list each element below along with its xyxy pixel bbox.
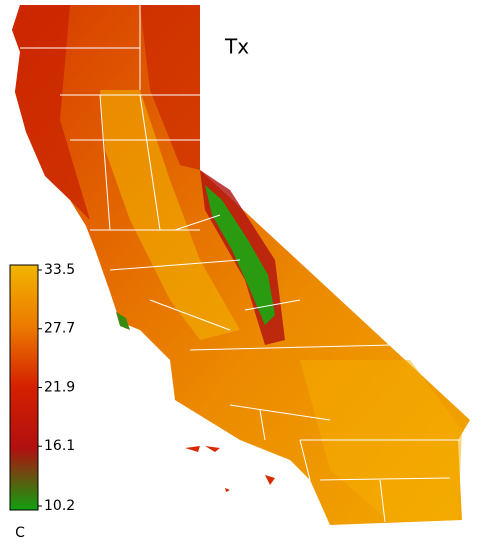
colorbar-tick-label: 10.2 <box>44 498 75 514</box>
colorbar: 33.5 27.7 21.9 16.1 10.2 <box>9 262 75 514</box>
county-lines <box>20 5 460 523</box>
colorbar-unit: C <box>15 525 25 541</box>
map-title: Tx <box>224 35 249 59</box>
colorbar-tick-label: 16.1 <box>44 438 75 454</box>
northeast <box>140 5 200 170</box>
colorbar-tick-label: 21.9 <box>44 379 75 395</box>
coast-range-patch <box>116 312 130 330</box>
islands <box>185 446 275 492</box>
central-valley <box>100 90 240 340</box>
colorbar-tick-label: 33.5 <box>44 262 75 278</box>
colorbar-scale <box>9 264 39 511</box>
desert <box>300 360 462 522</box>
california <box>12 5 470 525</box>
colorbar-tick-label: 27.7 <box>44 321 75 337</box>
sierra-high <box>205 185 275 325</box>
north-coast <box>12 5 90 220</box>
